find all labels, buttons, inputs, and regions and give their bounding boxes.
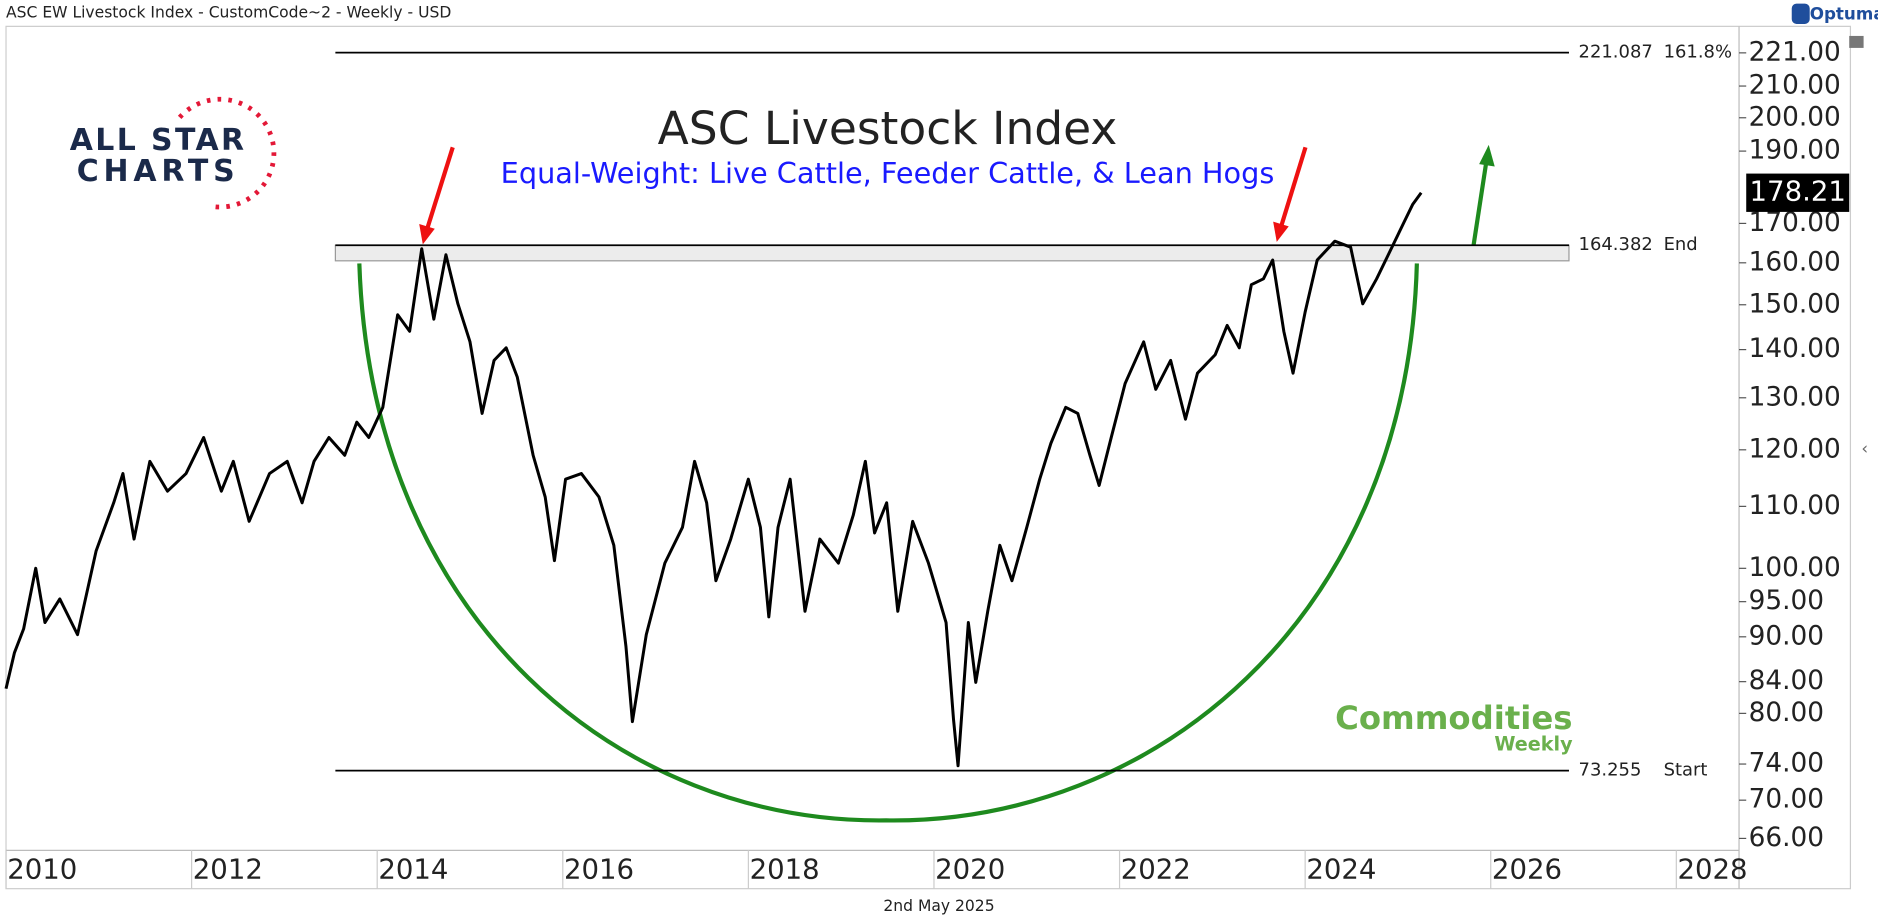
y-tick-label: 74.00 — [1749, 749, 1824, 779]
arrow — [1279, 146, 1308, 226]
x-tick-label: 2020 — [935, 854, 1005, 886]
logo-allstar: ALL STAR CHARTS — [70, 96, 277, 210]
y-tick-label: 84.00 — [1749, 666, 1824, 696]
y-tick-label: 190.00 — [1749, 136, 1841, 166]
x-tick-label: 2012 — [193, 854, 263, 886]
y-tick-label: 66.00 — [1749, 823, 1824, 853]
level-value: 73.255 — [1579, 760, 1642, 781]
y-tick-label: 200.00 — [1749, 102, 1841, 132]
chart-title: ASC Livestock Index — [658, 102, 1118, 155]
y-tick-label: 90.00 — [1749, 621, 1824, 651]
level-label: Start — [1664, 760, 1708, 781]
header-title: ASC EW Livestock Index - CustomCode~2 - … — [6, 4, 451, 22]
x-tick-label: 2014 — [378, 854, 448, 886]
level-label: End — [1664, 234, 1698, 255]
level-value: 221.087 — [1579, 42, 1653, 63]
y-tick-label: 120.00 — [1749, 434, 1841, 464]
logo-stars — [177, 96, 277, 210]
logo-text: Commodities — [1335, 699, 1572, 737]
level-value: 164.382 — [1579, 234, 1653, 255]
y-tick-label: 150.00 — [1749, 289, 1841, 319]
price-line — [4, 191, 1423, 768]
y-tick-label: 70.00 — [1749, 785, 1824, 815]
frame — [5, 25, 1852, 890]
y-tick-label: 80.00 — [1749, 698, 1824, 728]
y-tick-label: 100.00 — [1749, 553, 1841, 583]
logo-text: ALL STAR — [70, 123, 247, 158]
lock-icon[interactable] — [1849, 35, 1864, 48]
y-tick-label: 140.00 — [1749, 334, 1841, 364]
brand-icon — [1791, 3, 1810, 24]
chart-subtitle: Equal-Weight: Live Cattle, Feeder Cattle… — [501, 156, 1275, 190]
x-tick-label: 2026 — [1492, 854, 1562, 886]
logo-text: CHARTS — [77, 154, 240, 189]
x-tick-label: 2028 — [1678, 854, 1748, 886]
y-tick-label: 210.00 — [1749, 71, 1841, 101]
y-tick-label: 221.00 — [1749, 37, 1841, 67]
x-tick-label: 2016 — [564, 854, 634, 886]
arrow — [1471, 161, 1489, 249]
logo-commodities: Commodities Weekly — [1335, 699, 1573, 756]
x-tick-label: 2022 — [1121, 854, 1191, 886]
y-tick-label: 95.00 — [1749, 586, 1824, 616]
logo-text: Weekly — [1494, 732, 1573, 755]
x-tick-label: 2010 — [7, 854, 77, 886]
x-tick-label: 2018 — [750, 854, 820, 886]
y-tick-label: 110.00 — [1749, 491, 1841, 521]
last-price-box — [1746, 173, 1850, 212]
resistance-band — [334, 244, 1570, 262]
arrow-head — [1273, 221, 1289, 242]
y-tick-label: 170.00 — [1749, 208, 1841, 238]
arrow-head — [419, 223, 435, 245]
arrow — [425, 146, 455, 229]
cup-arc — [357, 263, 1419, 823]
y-tick-label: 130.00 — [1749, 382, 1841, 412]
y-tick-label: 160.00 — [1749, 247, 1841, 277]
brand: Optuma — [1810, 3, 1878, 23]
level-label: 161.8% — [1664, 42, 1732, 63]
x-tick-label: 2024 — [1306, 854, 1376, 886]
footer-date: 2nd May 2025 — [883, 897, 994, 915]
arrow-head — [1479, 144, 1495, 167]
collapse-button[interactable]: ‹ — [1861, 438, 1868, 458]
last-price-label: 178.21 — [1750, 176, 1846, 208]
